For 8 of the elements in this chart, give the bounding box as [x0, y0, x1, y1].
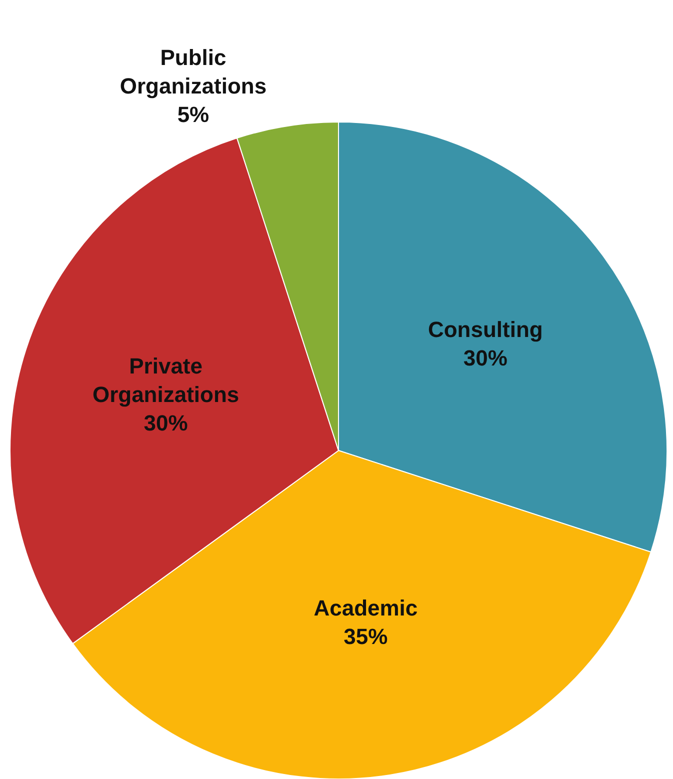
data-label: 30%	[463, 346, 508, 371]
slice-label: Academic	[314, 595, 418, 620]
data-label: 35%	[344, 624, 388, 649]
slice-label: Consulting	[428, 316, 543, 342]
slice-label: Public Organizations	[120, 44, 267, 98]
data-label: 30%	[144, 410, 188, 436]
slice-label: Private Organizations	[92, 353, 240, 407]
data-label: 5%	[177, 102, 210, 128]
